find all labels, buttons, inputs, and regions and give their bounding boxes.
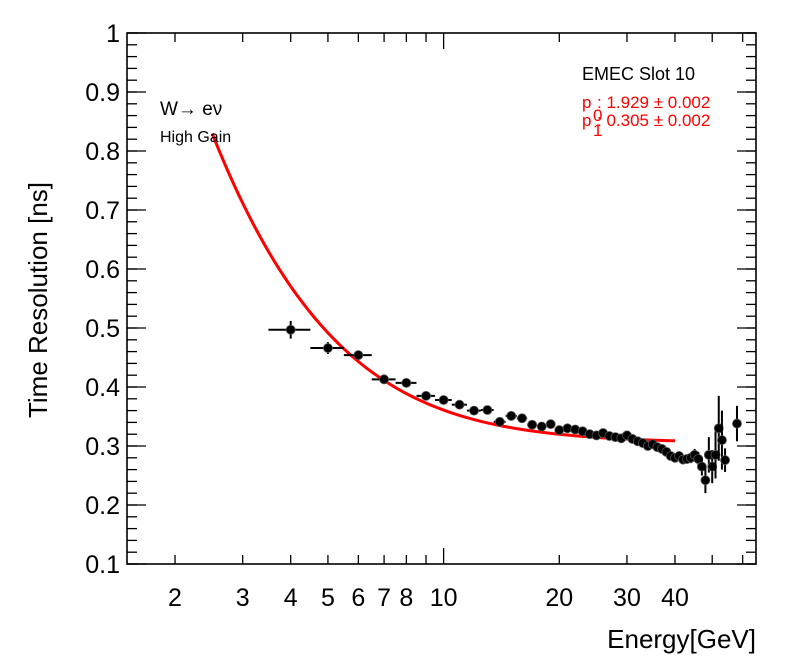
- p0-name: p: [582, 93, 591, 112]
- x-tick-label: 6: [351, 584, 365, 612]
- y-tick-label: 0.8: [85, 138, 120, 166]
- x-tick-label: 40: [661, 584, 689, 612]
- y-tick-label: 0.2: [85, 492, 120, 520]
- marker: [720, 455, 730, 466]
- data-point: [700, 467, 711, 494]
- x-tick-label: 3: [236, 584, 250, 612]
- data-point: [696, 457, 707, 476]
- data-point: [416, 390, 436, 401]
- data-point: [268, 320, 311, 339]
- p1-name: p: [582, 111, 591, 130]
- marker: [454, 399, 465, 410]
- data-point: [536, 421, 547, 432]
- marker: [732, 418, 742, 429]
- data-point: [493, 416, 506, 427]
- data-point: [527, 419, 538, 430]
- gain-label: High Gain: [160, 129, 231, 146]
- fit-param-p0: p 0 : 1.929 ± 0.002: [582, 93, 710, 125]
- marker: [421, 390, 431, 401]
- y-tick-label: 0.5: [85, 315, 120, 343]
- data-point: [435, 395, 452, 405]
- x-axis-label: Energy[GeV]: [607, 624, 756, 654]
- y-tick-label: 0.7: [85, 197, 120, 225]
- marker: [438, 395, 449, 405]
- marker: [494, 416, 505, 427]
- data-point: [720, 448, 730, 472]
- process-label: W→ eν: [160, 99, 222, 120]
- data-point: [516, 413, 528, 424]
- marker: [527, 419, 538, 430]
- x-tick-label: 30: [613, 584, 641, 612]
- marker: [717, 435, 727, 446]
- data-points-layer: [268, 320, 742, 494]
- x-tick-label: 2: [168, 584, 182, 612]
- data-point: [466, 405, 481, 416]
- data-point: [480, 405, 494, 415]
- data-point: [395, 377, 417, 388]
- y-tick-label: 0.1: [85, 551, 120, 579]
- data-point: [545, 419, 556, 430]
- p0-value: : 1.929 ± 0.002: [597, 93, 710, 112]
- x-tick-label: 7: [377, 584, 391, 612]
- data-point: [371, 374, 396, 385]
- x-tick-label: 8: [399, 584, 413, 612]
- marker: [517, 413, 527, 424]
- axes: 0.10.20.30.40.50.60.70.80.912 3 4 5 6 7 8 10 20 3…: [85, 20, 757, 612]
- fit-param-p1: p 1 : 0.305 ± 0.002: [582, 111, 710, 140]
- fit-curve-layer: [210, 132, 676, 443]
- plot-frame: [126, 32, 757, 565]
- data-point: [554, 425, 565, 435]
- x-tick-label: 5: [321, 584, 335, 612]
- x-tick-label: 20: [545, 584, 573, 612]
- marker: [353, 350, 364, 361]
- p1-value: : 0.305 ± 0.002: [597, 111, 710, 130]
- data-point: [562, 423, 573, 434]
- marker: [536, 421, 547, 432]
- p0-sub: 0: [593, 106, 602, 125]
- marker: [696, 461, 707, 472]
- fit-curve: [210, 132, 676, 443]
- data-point: [505, 411, 517, 421]
- marker: [401, 377, 412, 388]
- marker: [707, 461, 718, 472]
- x-tick-label: 4: [284, 584, 298, 612]
- marker: [482, 405, 493, 415]
- marker: [545, 419, 556, 430]
- data-point: [310, 342, 344, 354]
- x-tick-label: 10: [430, 584, 458, 612]
- p1-sub: 1: [593, 121, 602, 140]
- y-axis-label: Time Resolution [ns]: [23, 182, 53, 418]
- marker: [469, 405, 479, 416]
- marker: [554, 425, 565, 435]
- slot-label: EMEC Slot 10: [582, 64, 695, 84]
- y-tick-label: 0.4: [85, 374, 120, 402]
- y-tick-label: 0.9: [85, 79, 120, 107]
- y-tick-label: 0.3: [85, 433, 120, 461]
- marker: [379, 374, 389, 385]
- data-point: [732, 405, 742, 442]
- data-point: [343, 350, 372, 361]
- marker: [323, 343, 333, 353]
- marker: [506, 411, 517, 421]
- data-point: [451, 399, 467, 410]
- marker: [700, 475, 711, 486]
- y-tick-label: 1: [106, 20, 120, 48]
- marker: [285, 324, 296, 335]
- y-tick-label: 0.6: [85, 256, 120, 284]
